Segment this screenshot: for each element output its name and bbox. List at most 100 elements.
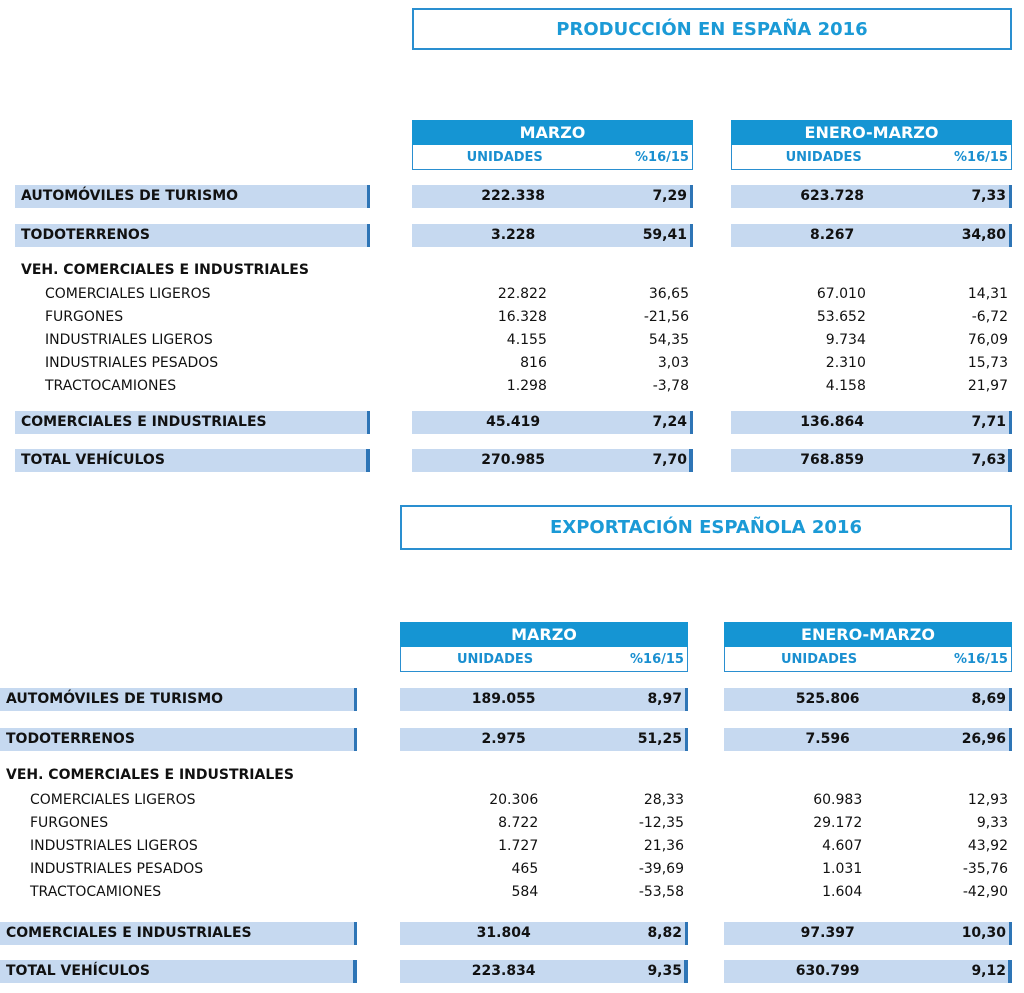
value-cell: -42,90: [962, 884, 1008, 900]
group-header: MARZO: [412, 120, 693, 145]
column-header: %16/15: [954, 652, 1008, 667]
value-cell: 7.596: [805, 731, 850, 747]
value-bar: [724, 960, 1012, 983]
row-label: COMERCIALES E INDUSTRIALES: [21, 414, 267, 430]
value-bar: [400, 922, 688, 945]
value-cell: 3,03: [657, 355, 689, 371]
row-label: FURGONES: [30, 815, 109, 831]
value-cell: 4.607: [822, 838, 863, 854]
value-cell: 21,36: [643, 838, 684, 854]
value-cell: 54,35: [648, 332, 689, 348]
value-bar: [731, 185, 1012, 208]
section-title: PRODUCCIÓN EN ESPAÑA 2016: [412, 8, 1012, 50]
value-cell: 768.859: [800, 452, 865, 468]
value-bar: [724, 688, 1012, 711]
value-cell: 67.010: [816, 286, 866, 302]
value-cell: 16.328: [497, 309, 547, 325]
row-label: AUTOMÓVILES DE TURISMO: [21, 188, 239, 204]
value-cell: 189.055: [471, 691, 536, 707]
value-cell: 8,69: [971, 691, 1006, 707]
row-label: INDUSTRIALES LIGEROS: [45, 332, 213, 348]
value-cell: 22.822: [497, 286, 547, 302]
value-cell: 623.728: [800, 188, 865, 204]
value-cell: 45.419: [486, 414, 541, 430]
row-label-bar: [15, 411, 370, 434]
value-cell: 14,31: [967, 286, 1008, 302]
value-cell: 1.298: [506, 378, 547, 394]
value-cell: 15,73: [967, 355, 1008, 371]
value-cell: 51,25: [637, 731, 682, 747]
group-subheader: [400, 647, 688, 672]
value-cell: 36,65: [648, 286, 689, 302]
value-cell: 465: [511, 861, 539, 877]
column-header: %16/15: [635, 150, 689, 165]
value-bar: [400, 728, 688, 751]
value-cell: 136.864: [800, 414, 865, 430]
row-label-bar: [0, 922, 357, 945]
row-label: FURGONES: [45, 309, 124, 325]
value-cell: 7,29: [652, 188, 687, 204]
value-cell: 29.172: [813, 815, 863, 831]
row-label: COMERCIALES LIGEROS: [45, 286, 211, 302]
value-cell: 34,80: [961, 227, 1006, 243]
value-cell: 7,63: [971, 452, 1006, 468]
row-label: TOTAL VEHÍCULOS: [6, 963, 150, 979]
row-label: INDUSTRIALES PESADOS: [30, 861, 204, 877]
row-label: COMERCIALES LIGEROS: [30, 792, 196, 808]
group-subheader: [724, 647, 1012, 672]
column-header: UNIDADES: [785, 150, 862, 165]
value-cell: -12,35: [638, 815, 684, 831]
value-cell: 10,30: [961, 925, 1006, 941]
value-cell: 97.397: [800, 925, 855, 941]
value-bar: [412, 449, 693, 472]
value-cell: 7,71: [971, 414, 1006, 430]
value-bar: [731, 449, 1012, 472]
row-label-bar: [15, 224, 370, 247]
value-cell: 3.228: [490, 227, 536, 243]
value-cell: 9,12: [971, 963, 1006, 979]
value-cell: 43,92: [967, 838, 1008, 854]
value-cell: 8.722: [498, 815, 539, 831]
column-header: %16/15: [954, 150, 1008, 165]
value-cell: -53,58: [638, 884, 684, 900]
value-cell: 270.985: [481, 452, 546, 468]
row-label: AUTOMÓVILES DE TURISMO: [6, 691, 224, 707]
value-bar: [731, 411, 1012, 434]
breakdown-heading: VEH. COMERCIALES E INDUSTRIALES: [21, 262, 309, 278]
value-cell: 20.306: [489, 792, 539, 808]
group-subheader: [731, 145, 1012, 170]
value-bar: [731, 224, 1012, 247]
value-cell: 223.834: [471, 963, 536, 979]
value-cell: 630.799: [795, 963, 860, 979]
value-cell: 26,96: [961, 731, 1006, 747]
value-cell: 8.267: [809, 227, 855, 243]
column-header: UNIDADES: [456, 652, 534, 667]
section-title: EXPORTACIÓN ESPAÑOLA 2016: [400, 505, 1012, 550]
row-label-bar: [0, 728, 357, 751]
value-cell: 12,93: [967, 792, 1008, 808]
value-cell: -6,72: [971, 309, 1008, 325]
group-header: ENERO-MARZO: [731, 120, 1012, 145]
value-cell: 28,33: [643, 792, 684, 808]
value-cell: 816: [520, 355, 547, 371]
value-cell: 9,35: [647, 963, 682, 979]
row-label: TODOTERRENOS: [21, 227, 150, 243]
value-cell: 9,33: [976, 815, 1008, 831]
value-cell: 7,70: [652, 452, 687, 468]
value-cell: -39,69: [638, 861, 684, 877]
row-label-bar: [15, 449, 370, 472]
value-cell: 1.031: [822, 861, 863, 877]
column-header: UNIDADES: [466, 150, 543, 165]
value-cell: 59,41: [642, 227, 687, 243]
value-cell: 4.155: [506, 332, 547, 348]
value-cell: 222.338: [481, 188, 546, 204]
value-cell: -21,56: [643, 309, 689, 325]
row-label: INDUSTRIALES LIGEROS: [30, 838, 198, 854]
group-header: MARZO: [400, 622, 688, 647]
value-cell: 1.727: [498, 838, 539, 854]
row-label: TRACTOCAMIONES: [30, 884, 162, 900]
value-cell: 9.734: [825, 332, 866, 348]
value-bar: [400, 688, 688, 711]
value-cell: 2.975: [481, 731, 526, 747]
